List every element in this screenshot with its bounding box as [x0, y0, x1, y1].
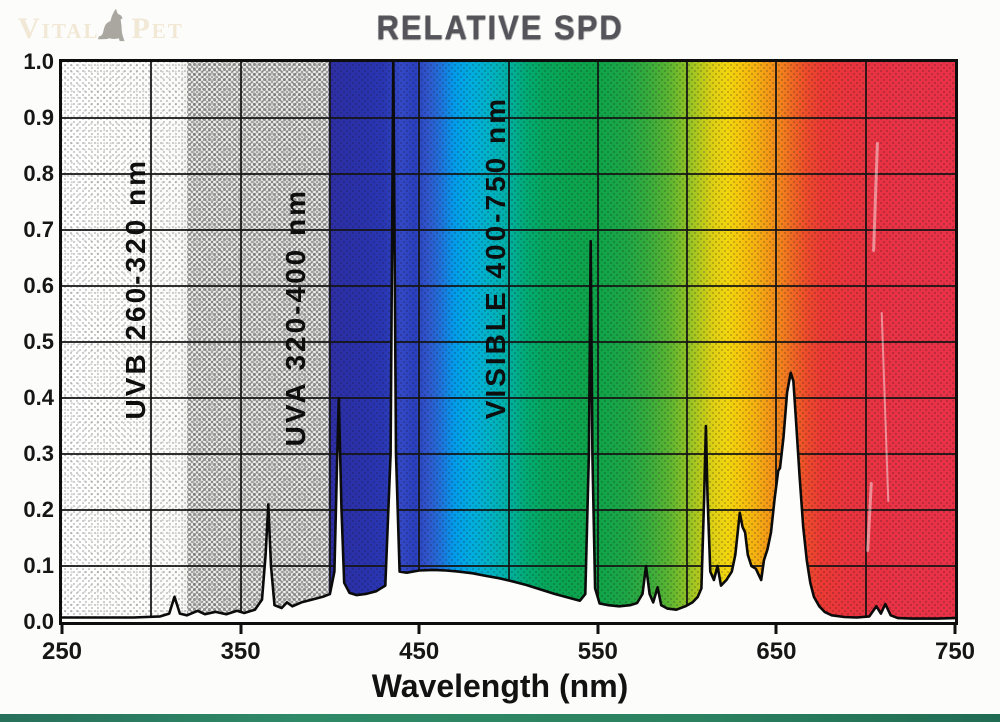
x-axis-tick	[596, 625, 600, 634]
x-axis-tick	[417, 625, 421, 634]
y-axis-label: 0.2	[23, 497, 54, 522]
dog-silhouette-icon	[96, 6, 134, 52]
gridline-horizontal	[62, 453, 955, 455]
y-axis-label: 0.4	[23, 385, 54, 410]
gridline-horizontal	[62, 229, 955, 231]
gridline-horizontal	[62, 397, 955, 399]
x-axis-tick	[953, 625, 957, 634]
page-title: RELATIVE SPD	[376, 8, 624, 47]
y-axis-label: 0.1	[23, 553, 54, 578]
y-axis-label: 0.6	[23, 273, 54, 298]
band-label-uvb: UVB 260-320 nm	[120, 158, 151, 420]
x-axis-label: 250	[41, 638, 83, 665]
photo-edge-strip	[0, 714, 1000, 722]
vitalpet-logo: Vital Pet	[18, 6, 184, 52]
y-axis-label: 1.0	[23, 49, 54, 74]
y-axis-label: 0.5	[23, 329, 54, 354]
plot-area: UVB 260-320 nm UVA 320-400 nm VISIBLE 40…	[62, 62, 955, 622]
x-axis-tick	[60, 625, 64, 634]
y-axis-label: 0.7	[23, 217, 54, 242]
x-axis-tick	[239, 625, 243, 634]
x-axis-label: 650	[756, 638, 797, 665]
gridline-horizontal	[62, 341, 955, 343]
y-axis-label: 0.8	[23, 161, 54, 186]
spd-curve	[62, 62, 955, 622]
gridline-horizontal	[62, 285, 955, 287]
logo-text-pet: Pet	[131, 12, 184, 45]
x-axis-tick	[774, 625, 778, 634]
x-axis-title: Wavelength (nm)	[371, 668, 629, 704]
y-axis-label: 0.3	[23, 441, 54, 466]
logo-text-vital: Vital	[18, 12, 100, 45]
x-axis-label: 350	[220, 638, 261, 665]
gridline-horizontal	[62, 173, 955, 175]
gridline-horizontal	[62, 509, 955, 511]
y-axis-label: 0.0	[23, 609, 54, 634]
x-axis-label: 750	[934, 638, 976, 665]
x-axis-label: 450	[399, 638, 440, 665]
x-axis-label: 550	[577, 638, 618, 665]
y-axis-label: 0.9	[23, 105, 54, 130]
band-label-uva: UVA 320-400 nm	[280, 188, 311, 447]
band-label-visible: VISIBLE 400-750 nm	[480, 96, 511, 420]
spd-curve-line	[62, 62, 955, 620]
gridline-horizontal	[62, 565, 955, 567]
gridline-horizontal	[62, 117, 955, 119]
